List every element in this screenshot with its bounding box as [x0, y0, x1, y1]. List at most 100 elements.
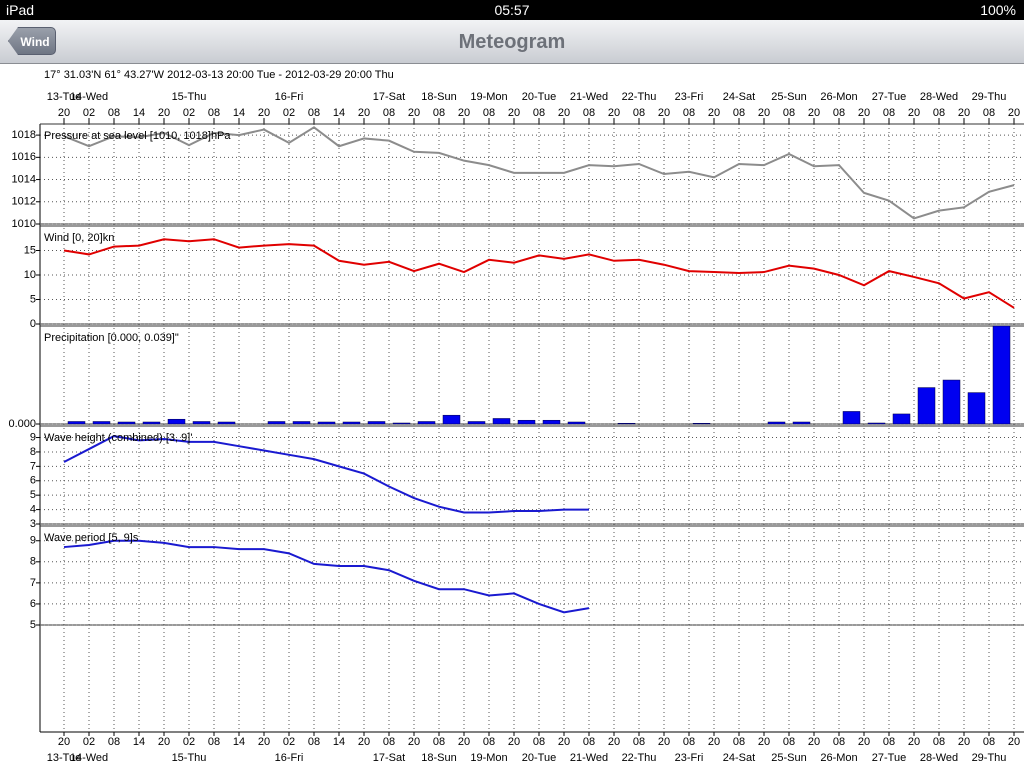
y-tick-label: 1012 — [12, 196, 36, 208]
device-name: iPad — [6, 2, 35, 18]
day-label: 29-Thu — [972, 91, 1007, 103]
series-line — [63, 238, 1015, 309]
hour-label: 20 — [708, 736, 720, 748]
hour-label: 08 — [833, 107, 845, 119]
back-button[interactable]: Wind — [8, 27, 56, 55]
hour-label: 20 — [58, 736, 70, 748]
day-label: 13-Tue — [47, 752, 81, 764]
hour-label: 20 — [808, 736, 820, 748]
day-label: 19-Mon — [470, 91, 507, 103]
hour-label: 20 — [258, 107, 270, 119]
hour-label: 20 — [408, 736, 420, 748]
hour-label: 08 — [933, 107, 945, 119]
hour-label: 08 — [433, 736, 445, 748]
hour-label: 20 — [908, 736, 920, 748]
hour-label: 20 — [158, 736, 170, 748]
day-label: 26-Mon — [820, 752, 857, 764]
bar — [117, 421, 136, 425]
hour-label: 02 — [183, 736, 195, 748]
hour-label: 20 — [858, 107, 870, 119]
hour-label: 08 — [733, 736, 745, 748]
hour-label: 20 — [858, 736, 870, 748]
hour-label: 08 — [308, 107, 320, 119]
day-label: 16-Fri — [275, 752, 304, 764]
hour-label: 08 — [533, 736, 545, 748]
day-label: 24-Sat — [723, 752, 755, 764]
hour-label: 08 — [733, 107, 745, 119]
hour-label: 08 — [108, 736, 120, 748]
day-label: 26-Mon — [820, 91, 857, 103]
hour-label: 08 — [933, 736, 945, 748]
day-label: 24-Sat — [723, 91, 755, 103]
y-tick-label: 5 — [30, 293, 36, 305]
bar — [317, 421, 336, 425]
y-tick-label: 1016 — [12, 151, 36, 163]
hour-label: 14 — [333, 107, 345, 119]
hour-label: 08 — [983, 736, 995, 748]
hour-label: 20 — [508, 736, 520, 748]
day-label: 20-Tue — [522, 752, 556, 764]
hour-label: 08 — [583, 736, 595, 748]
y-tick-label: 8 — [30, 446, 36, 458]
hour-label: 08 — [308, 736, 320, 748]
bar — [692, 422, 711, 425]
hour-label: 08 — [383, 736, 395, 748]
hour-label: 20 — [358, 107, 370, 119]
y-tick-label: 0.000 — [8, 418, 36, 430]
bar — [792, 421, 811, 425]
hour-label: 08 — [883, 107, 895, 119]
hour-label: 14 — [133, 736, 145, 748]
day-label: 21-Wed — [570, 91, 608, 103]
hour-label: 08 — [433, 107, 445, 119]
hour-label: 20 — [708, 107, 720, 119]
day-label: 15-Thu — [172, 752, 207, 764]
hour-label: 02 — [283, 107, 295, 119]
hour-label: 20 — [458, 736, 470, 748]
bar — [942, 379, 961, 425]
bar — [142, 421, 161, 425]
hour-label: 20 — [808, 107, 820, 119]
hour-label: 02 — [83, 736, 95, 748]
hour-label: 02 — [83, 107, 95, 119]
day-label: 17-Sat — [373, 752, 405, 764]
bar — [492, 418, 511, 425]
bar — [442, 414, 461, 425]
hour-label: 20 — [558, 107, 570, 119]
bar — [192, 421, 211, 425]
nav-title: Meteogram — [458, 31, 566, 53]
day-label: 22-Thu — [622, 752, 657, 764]
day-label: 25-Sun — [771, 91, 806, 103]
y-tick-label: 15 — [24, 244, 36, 256]
hour-label: 20 — [1008, 736, 1020, 748]
hour-label: 14 — [133, 107, 145, 119]
hour-label: 20 — [658, 107, 670, 119]
day-label: 14-Wed — [70, 752, 108, 764]
bar — [617, 422, 636, 425]
hour-label: 20 — [758, 107, 770, 119]
hour-label: 20 — [408, 107, 420, 119]
hour-label: 20 — [458, 107, 470, 119]
day-label: 15-Thu — [172, 91, 207, 103]
hour-label: 20 — [508, 107, 520, 119]
hour-label: 08 — [533, 107, 545, 119]
bar — [517, 419, 536, 425]
nav-bar: Wind Meteogram — [0, 20, 1024, 64]
y-tick-label: 5 — [30, 489, 36, 501]
hour-label: 20 — [658, 736, 670, 748]
y-tick-label: 0 — [30, 318, 36, 330]
day-label: 27-Tue — [872, 752, 906, 764]
hour-label: 14 — [233, 107, 245, 119]
y-tick-label: 4 — [30, 503, 36, 515]
y-tick-label: 5 — [30, 619, 36, 631]
hour-label: 20 — [958, 736, 970, 748]
day-label: 29-Thu — [972, 752, 1007, 764]
hour-label: 20 — [58, 107, 70, 119]
bar — [367, 421, 386, 425]
hour-label: 08 — [633, 736, 645, 748]
y-tick-label: 1010 — [12, 218, 36, 230]
bar — [217, 421, 236, 425]
day-label: 21-Wed — [570, 752, 608, 764]
hour-label: 20 — [758, 736, 770, 748]
day-label: 17-Sat — [373, 91, 405, 103]
series-line — [63, 539, 590, 614]
